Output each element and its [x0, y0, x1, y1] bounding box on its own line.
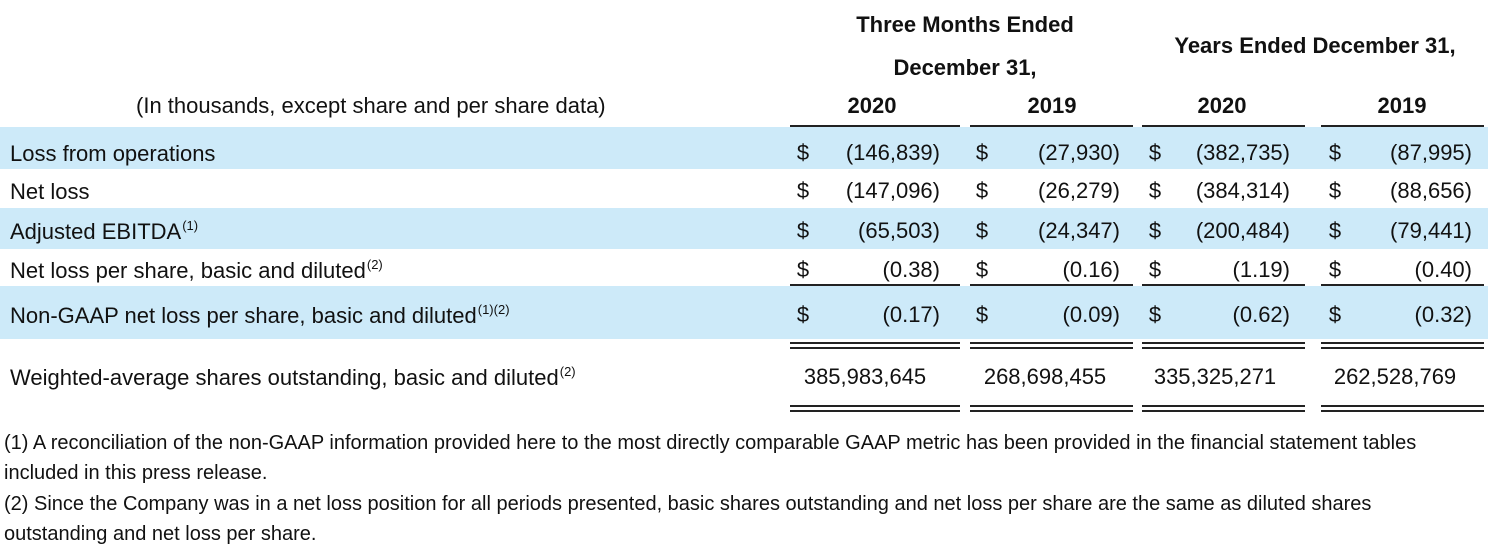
value-cell: 268,698,455 [983, 364, 1107, 389]
currency-symbol: $ [975, 302, 989, 327]
units-note: (In thousands, except share and per shar… [136, 93, 606, 118]
value-cell: (0.09) [1062, 302, 1120, 327]
header-rule [1142, 125, 1305, 127]
year-header-q2020: 2020 [847, 93, 897, 118]
value-cell: (147,096) [845, 178, 940, 203]
value-cell: (0.32) [1414, 302, 1472, 327]
value-cell: (0.16) [1062, 257, 1120, 282]
currency-symbol: $ [796, 257, 810, 282]
value-cell: 385,983,645 [803, 364, 927, 389]
currency-symbol: $ [1328, 140, 1342, 165]
value-cell: (1.19) [1232, 257, 1290, 282]
currency-symbol: $ [1328, 178, 1342, 203]
value-cell: (384,314) [1195, 178, 1290, 203]
row-label: Weighted-average shares outstanding, bas… [10, 364, 576, 390]
currency-symbol: $ [1148, 257, 1162, 282]
currency-symbol: $ [975, 178, 989, 203]
currency-symbol: $ [1148, 302, 1162, 327]
currency-symbol: $ [796, 140, 810, 165]
value-cell: (0.17) [882, 302, 940, 327]
row-label: Adjusted EBITDA(1) [10, 218, 199, 244]
row-rule [1142, 284, 1305, 286]
header-rule [790, 125, 960, 127]
row-rule [790, 284, 960, 286]
value-cell: (382,735) [1195, 140, 1290, 165]
header-rule [1321, 125, 1484, 127]
row-label: Loss from operations [10, 141, 216, 166]
double-rule [970, 342, 1133, 349]
currency-symbol: $ [796, 218, 810, 243]
year-header-y2020: 2020 [1197, 93, 1247, 118]
currency-symbol: $ [1148, 178, 1162, 203]
row-label: Non-GAAP net loss per share, basic and d… [10, 302, 510, 328]
double-rule [790, 405, 960, 412]
value-cell: (87,995) [1390, 140, 1472, 165]
value-cell: (0.62) [1232, 302, 1290, 327]
value-cell: (26,279) [1038, 178, 1120, 203]
currency-symbol: $ [1328, 302, 1342, 327]
double-rule [1142, 342, 1305, 349]
currency-symbol: $ [1148, 218, 1162, 243]
double-rule [1142, 405, 1305, 412]
three-months-subheader: December 31, [893, 55, 1037, 80]
currency-symbol: $ [1328, 257, 1342, 282]
value-cell: (200,484) [1195, 218, 1290, 243]
value-cell: (0.38) [882, 257, 940, 282]
value-cell: (0.40) [1414, 257, 1472, 282]
currency-symbol: $ [975, 140, 989, 165]
value-cell: 335,325,271 [1153, 364, 1277, 389]
row-rule [1321, 284, 1484, 286]
value-cell: (88,656) [1390, 178, 1472, 203]
year-header-q2019: 2019 [1027, 93, 1077, 118]
value-cell: (146,839) [845, 140, 940, 165]
double-rule [790, 342, 960, 349]
header-rule [970, 125, 1133, 127]
footnote-1: (1) A reconciliation of the non-GAAP inf… [4, 432, 1417, 484]
double-rule [970, 405, 1133, 412]
value-cell: 262,528,769 [1333, 364, 1457, 389]
value-cell: (27,930) [1038, 140, 1120, 165]
row-band [0, 127, 1488, 169]
row-band [0, 208, 1488, 249]
footnote-2: (2) Since the Company was in a net loss … [4, 493, 1372, 545]
currency-symbol: $ [796, 178, 810, 203]
currency-symbol: $ [975, 218, 989, 243]
currency-symbol: $ [1328, 218, 1342, 243]
row-rule [970, 284, 1133, 286]
double-rule [1321, 342, 1484, 349]
row-label: Net loss per share, basic and diluted(2) [10, 257, 383, 283]
currency-symbol: $ [975, 257, 989, 282]
double-rule [1321, 405, 1484, 412]
row-label: Net loss [10, 179, 90, 204]
currency-symbol: $ [1148, 140, 1162, 165]
value-cell: (24,347) [1038, 218, 1120, 243]
three-months-header: Three Months Ended [856, 12, 1074, 37]
year-header-y2019: 2019 [1377, 93, 1427, 118]
row-band [0, 286, 1488, 339]
years-ended-header: Years Ended December 31, [1174, 33, 1456, 58]
value-cell: (79,441) [1390, 218, 1472, 243]
value-cell: (65,503) [858, 218, 940, 243]
currency-symbol: $ [796, 302, 810, 327]
